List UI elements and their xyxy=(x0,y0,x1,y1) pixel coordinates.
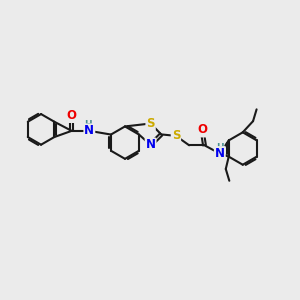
Text: S: S xyxy=(172,129,180,142)
Text: H: H xyxy=(216,142,224,152)
Text: O: O xyxy=(197,124,207,136)
Text: N: N xyxy=(84,124,94,137)
Text: H: H xyxy=(84,120,92,129)
Text: N: N xyxy=(146,139,156,152)
Text: O: O xyxy=(67,109,77,122)
Text: S: S xyxy=(146,117,155,130)
Text: N: N xyxy=(215,147,225,160)
